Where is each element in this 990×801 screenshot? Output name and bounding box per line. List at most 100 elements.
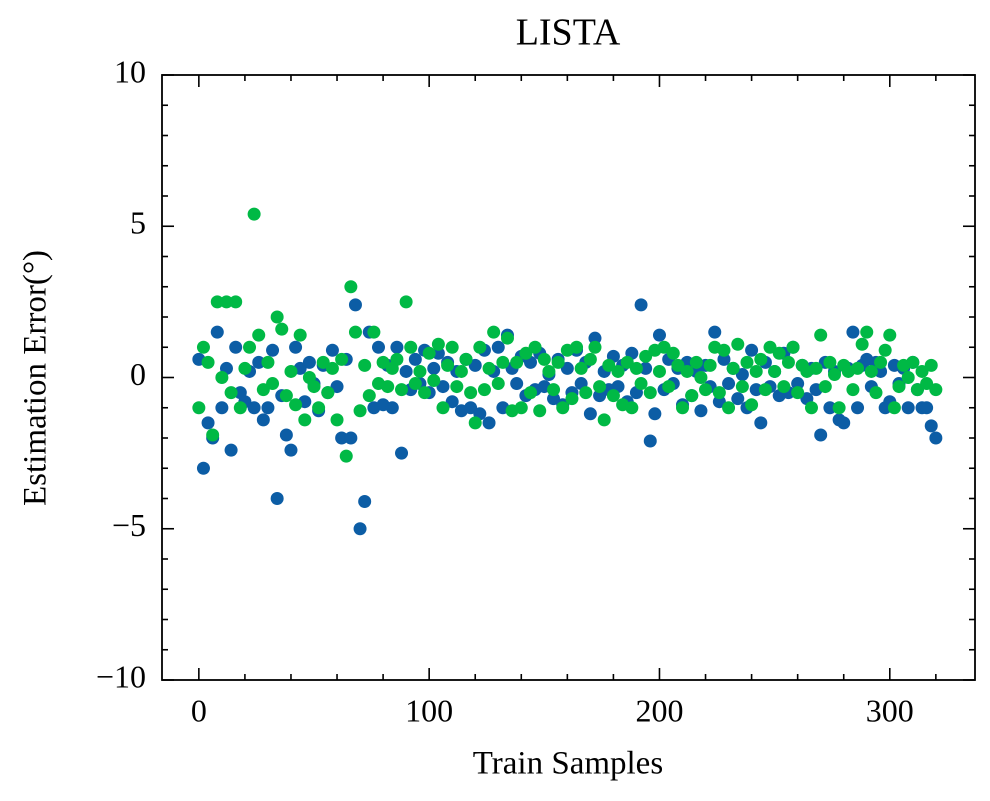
data-point [551,355,565,369]
data-point [625,401,639,415]
data-point [758,383,772,397]
data-point [367,325,381,339]
y-tick-label: 5 [130,205,146,241]
data-point [606,389,620,403]
data-point [910,383,924,397]
data-point [735,380,749,394]
data-point [256,413,270,427]
data-point [639,349,653,363]
data-point [924,419,938,433]
data-point [261,355,275,369]
data-point [685,389,699,403]
data-point [708,325,722,339]
data-point [597,413,611,427]
data-point [450,380,464,394]
data-point [818,380,832,394]
data-point [560,361,574,375]
x-tick-label: 100 [405,692,453,728]
data-point [229,295,243,309]
data-point [851,401,865,415]
data-point [224,443,238,457]
data-point [399,295,413,309]
data-point [353,522,367,536]
data-point [583,407,597,421]
data-point [353,404,367,418]
data-point [344,431,358,445]
data-point [611,364,625,378]
y-tick-label: 10 [114,53,146,89]
data-point [823,355,837,369]
data-point [376,355,390,369]
data-point [390,352,404,366]
data-point [533,404,547,418]
data-point [781,355,795,369]
data-point [823,401,837,415]
data-point [229,340,243,354]
data-point [588,340,602,354]
data-point [662,380,676,394]
data-point [219,295,233,309]
data-point [293,328,307,342]
data-point [537,352,551,366]
data-point [703,358,717,372]
x-tick-label: 200 [635,692,683,728]
data-point [920,377,934,391]
data-point [196,340,210,354]
data-point [445,395,459,409]
y-tick-label: 0 [130,356,146,392]
data-point [266,377,280,391]
data-point [325,361,339,375]
data-point [196,461,210,475]
data-point [887,401,901,415]
data-point [510,355,524,369]
data-point [643,434,657,448]
data-point [381,380,395,394]
data-point [570,340,584,354]
data-point [717,352,731,366]
data-point [252,328,266,342]
data-point [717,343,731,357]
data-point [772,346,786,360]
data-point [514,401,528,415]
data-point [408,352,422,366]
data-point [639,361,653,375]
data-point [643,386,657,400]
data-point [547,383,561,397]
data-point [924,358,938,372]
data-point [920,401,934,415]
data-point [330,413,344,427]
data-point [579,386,593,400]
data-point [192,401,206,415]
data-point [791,386,805,400]
data-point [473,340,487,354]
data-point [348,298,362,312]
data-point [431,337,445,351]
data-point [510,377,524,391]
data-point [316,355,330,369]
data-point [500,331,514,345]
data-point [523,386,537,400]
data-point [275,322,289,336]
data-point [745,398,759,412]
data-point [892,380,906,394]
data-point [215,371,229,384]
data-point [814,428,828,442]
data-point [634,298,648,312]
data-point [436,401,450,415]
data-point [270,492,284,505]
data-point [279,389,293,403]
data-point [215,401,229,415]
data-point [344,280,358,294]
data-point [735,367,749,381]
data-point [694,371,708,384]
data-point [261,401,275,415]
data-point [454,364,468,378]
data-point [464,386,478,400]
data-point [243,340,257,354]
data-point [279,428,293,442]
data-point [804,401,818,415]
data-point [321,386,335,400]
data-point [528,340,542,354]
